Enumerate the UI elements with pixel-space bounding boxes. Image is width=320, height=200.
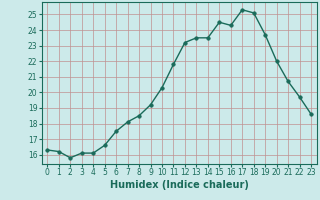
X-axis label: Humidex (Indice chaleur): Humidex (Indice chaleur) — [110, 180, 249, 190]
